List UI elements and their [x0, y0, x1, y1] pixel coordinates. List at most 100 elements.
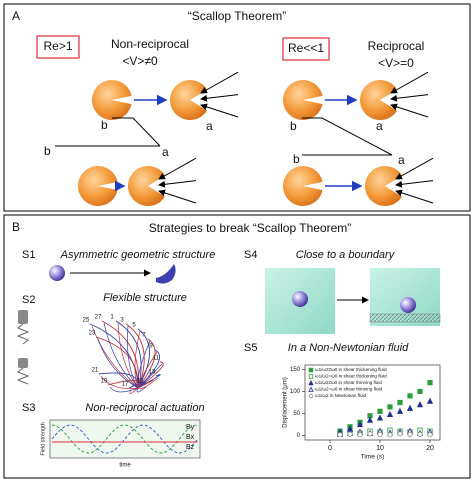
- force-arrow: [395, 157, 434, 180]
- frame-label: 13: [149, 370, 156, 376]
- frame-curve: [97, 338, 139, 389]
- scallop: [128, 166, 165, 207]
- data-point: [377, 408, 383, 414]
- point-label: a: [206, 119, 213, 133]
- legend-marker: [308, 379, 314, 386]
- panel-label: B: [12, 220, 20, 234]
- data-point: [376, 414, 384, 421]
- data-point: [427, 380, 433, 386]
- y-axis-label: Displacement (μm): [283, 377, 289, 427]
- scallop: [365, 166, 402, 207]
- frame-curve: [100, 375, 139, 389]
- legend-label: ω1/ω2=ω0 in shear thinning fluid: [315, 387, 383, 392]
- legend-marker: [308, 367, 314, 373]
- data-point: [337, 432, 343, 438]
- data-point: [377, 431, 383, 437]
- panel-b-frame: [3, 214, 471, 479]
- data-point: [406, 404, 414, 411]
- strategy-title: Close to a boundary: [296, 249, 396, 261]
- frame-curve: [127, 325, 139, 389]
- force-arrow: [158, 180, 197, 188]
- frame-label: 5: [132, 323, 136, 329]
- panel-title: “Scallop Theorem”: [188, 9, 286, 23]
- legend-label: ω1/ω2=ω0 in shear thickening fluid: [315, 374, 387, 379]
- panel-title: Strategies to break “Scallop Theorem”: [149, 221, 352, 235]
- panel-a-frame: [3, 3, 471, 212]
- data-point: [417, 431, 423, 437]
- data-point: [407, 431, 413, 437]
- strategy-tag: S2: [22, 294, 35, 306]
- data-point: [407, 393, 413, 399]
- data-point: [367, 431, 373, 437]
- frame-curve: [109, 386, 139, 393]
- frame-label: 23: [89, 331, 96, 337]
- data-point: [387, 404, 393, 410]
- frame-label: 27: [95, 315, 102, 321]
- scallop: [92, 80, 132, 120]
- frame-label: 15: [137, 379, 144, 385]
- data-point: [387, 432, 393, 438]
- wall: [369, 313, 441, 323]
- data-point: [347, 431, 353, 437]
- point-label: a: [162, 145, 169, 159]
- frame-label: 3: [120, 318, 124, 324]
- frame-curve: [129, 387, 139, 394]
- frame-label: 11: [153, 356, 160, 362]
- data-point: [366, 416, 374, 423]
- force-arrow: [200, 94, 239, 102]
- point-label: a: [398, 153, 405, 167]
- point-label: b: [293, 152, 300, 166]
- frame-curve: [136, 386, 147, 393]
- re-label: Re<<1: [288, 41, 324, 55]
- strategy-title: Asymmetric geometric structure: [60, 249, 216, 261]
- frame-label: 19: [101, 379, 108, 385]
- re-label: Re>1: [43, 39, 72, 53]
- legend-marker: [308, 374, 314, 379]
- velocity: <V>≠0: [122, 54, 158, 68]
- force-arrow: [390, 103, 429, 118]
- data-point: [416, 401, 424, 408]
- frame-curve: [95, 336, 139, 389]
- point-label: a: [376, 119, 383, 133]
- force-arrow: [200, 103, 239, 118]
- point-label: b: [101, 118, 108, 132]
- y-tick-label: 150: [290, 367, 301, 373]
- frame-curve: [115, 320, 142, 389]
- sphere: [49, 265, 65, 281]
- scallops: [78, 71, 434, 207]
- data-point: [357, 432, 363, 438]
- scallop: [283, 166, 323, 206]
- y-tick-label: 100: [290, 389, 301, 395]
- frame-curve: [137, 377, 159, 390]
- strategy-tag: S3: [22, 402, 35, 414]
- stroke-path: [112, 117, 161, 147]
- frame-label: 7: [142, 333, 146, 339]
- motion-kind: Reciprocal: [368, 39, 425, 53]
- force-arrow: [395, 180, 434, 188]
- spring: [16, 367, 30, 385]
- scallop: [283, 80, 323, 120]
- panel-label: A: [12, 9, 20, 23]
- x-tick-label: 20: [426, 445, 434, 452]
- frame-label: 17: [122, 382, 129, 388]
- sphere: [292, 291, 308, 307]
- strategy-title: Flexible structure: [103, 292, 187, 304]
- frame-label: 1: [110, 315, 114, 321]
- x-axis-label: Time (s): [361, 454, 385, 461]
- field-wave: [51, 424, 198, 454]
- x-tick-label: 0: [328, 445, 332, 452]
- force-arrow: [390, 94, 429, 102]
- data-point: [417, 388, 423, 395]
- force-arrow: [158, 189, 197, 204]
- force-arrow: [395, 189, 434, 204]
- fin: [156, 264, 176, 284]
- data-point: [386, 410, 394, 418]
- re-box: [282, 37, 330, 61]
- point-label: b: [44, 144, 51, 158]
- data-point: [397, 431, 403, 437]
- frame-label: 21: [92, 368, 99, 374]
- frame-curve: [107, 380, 140, 389]
- frame-curve: [101, 320, 139, 389]
